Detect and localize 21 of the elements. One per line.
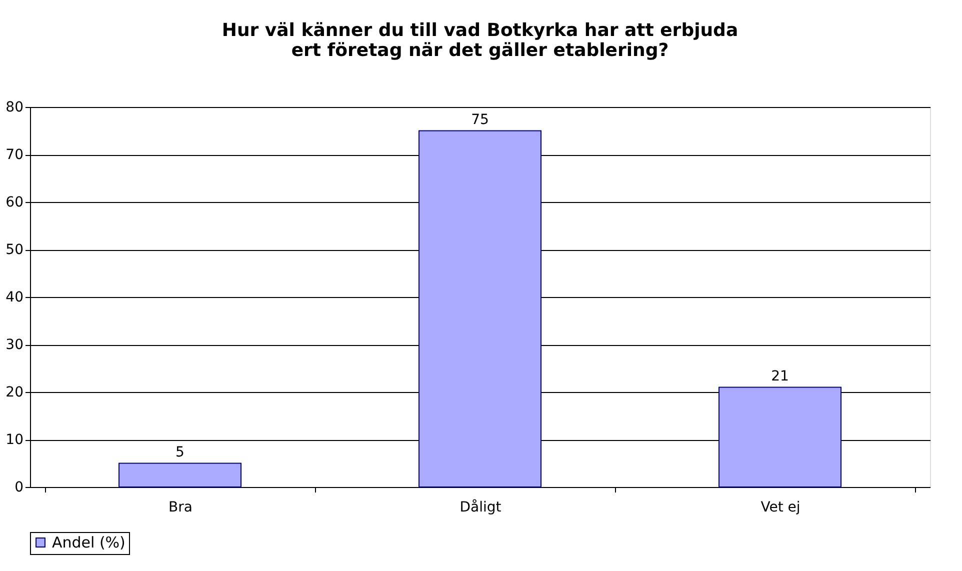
y-tick-label: 10 (6, 432, 24, 448)
y-tick-label: 50 (6, 242, 24, 258)
legend-label: Andel (%) (52, 534, 126, 552)
text: Hur väl känner du till vad Botkyrka har att erbjuda (222, 20, 738, 41)
data-label: 5 (176, 444, 184, 460)
y-tick-label: 30 (6, 337, 24, 353)
y-tick-label: 20 (6, 384, 24, 400)
y-tick-label: 80 (6, 100, 24, 116)
y-tick-label: 60 (6, 194, 24, 210)
x-tick-label: Dåligt (460, 498, 502, 516)
bar (118, 462, 242, 488)
bar (718, 386, 842, 488)
data-label: 21 (771, 368, 789, 384)
y-tick-label: 0 (14, 480, 24, 496)
bar (418, 130, 542, 488)
x-tick-label: Vet ej (760, 500, 800, 516)
data-label: 75 (471, 112, 489, 128)
y-tick-label: 70 (6, 147, 24, 163)
text: ert företag när det gäller etablering? (291, 40, 669, 61)
y-tick-label: 40 (6, 290, 24, 306)
x-tick-label: Bra (168, 500, 192, 516)
